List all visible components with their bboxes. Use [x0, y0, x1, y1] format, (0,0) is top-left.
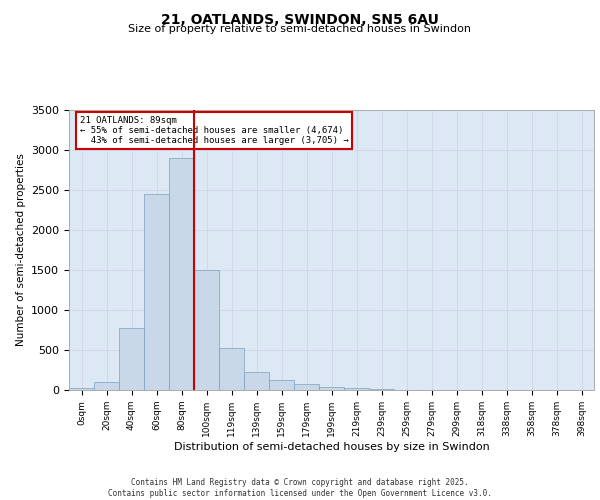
Bar: [194, 270, 219, 390]
Bar: [294, 384, 319, 390]
Bar: [269, 380, 294, 390]
Bar: [319, 387, 344, 390]
Text: 21 OATLANDS: 89sqm
← 55% of semi-detached houses are smaller (4,674)
  43% of se: 21 OATLANDS: 89sqm ← 55% of semi-detache…: [79, 116, 348, 146]
Text: 21, OATLANDS, SWINDON, SN5 6AU: 21, OATLANDS, SWINDON, SN5 6AU: [161, 12, 439, 26]
Y-axis label: Number of semi-detached properties: Number of semi-detached properties: [16, 154, 26, 346]
Bar: [369, 389, 394, 390]
Bar: [144, 194, 169, 390]
Text: Size of property relative to semi-detached houses in Swindon: Size of property relative to semi-detach…: [128, 24, 472, 34]
X-axis label: Distribution of semi-detached houses by size in Swindon: Distribution of semi-detached houses by …: [173, 442, 490, 452]
Text: Contains HM Land Registry data © Crown copyright and database right 2025.
Contai: Contains HM Land Registry data © Crown c…: [108, 478, 492, 498]
Bar: [344, 388, 369, 390]
Bar: [119, 328, 144, 390]
Bar: [169, 158, 194, 390]
Bar: [219, 348, 244, 390]
Bar: [244, 372, 269, 390]
Bar: [94, 382, 119, 390]
Bar: [69, 388, 94, 390]
